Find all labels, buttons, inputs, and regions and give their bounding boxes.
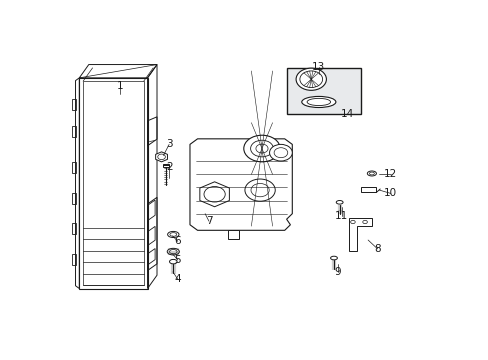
Ellipse shape bbox=[336, 201, 343, 204]
Text: 5: 5 bbox=[174, 255, 181, 265]
Text: 6: 6 bbox=[174, 237, 181, 246]
Circle shape bbox=[244, 179, 275, 201]
Polygon shape bbox=[189, 139, 292, 230]
Text: 7: 7 bbox=[205, 216, 212, 226]
Text: 3: 3 bbox=[165, 139, 172, 149]
Text: 12: 12 bbox=[384, 169, 397, 179]
Text: 2: 2 bbox=[165, 162, 172, 172]
Text: 11: 11 bbox=[334, 211, 347, 221]
Text: 14: 14 bbox=[340, 109, 353, 119]
Ellipse shape bbox=[366, 171, 376, 176]
Bar bbox=[163, 164, 168, 167]
Polygon shape bbox=[227, 230, 239, 239]
Text: 8: 8 bbox=[373, 244, 380, 254]
Ellipse shape bbox=[169, 260, 177, 264]
Text: 4: 4 bbox=[174, 274, 181, 284]
Bar bbox=[286, 68, 360, 114]
Text: 1: 1 bbox=[116, 81, 123, 91]
Ellipse shape bbox=[330, 256, 337, 260]
Text: 9: 9 bbox=[334, 267, 341, 277]
Circle shape bbox=[296, 68, 326, 90]
Ellipse shape bbox=[167, 231, 179, 238]
Text: 10: 10 bbox=[384, 188, 397, 198]
Polygon shape bbox=[360, 187, 376, 192]
Circle shape bbox=[269, 144, 292, 161]
Ellipse shape bbox=[167, 248, 179, 255]
Circle shape bbox=[244, 135, 280, 162]
Polygon shape bbox=[348, 218, 371, 251]
Ellipse shape bbox=[301, 96, 335, 108]
Text: 13: 13 bbox=[311, 62, 325, 72]
